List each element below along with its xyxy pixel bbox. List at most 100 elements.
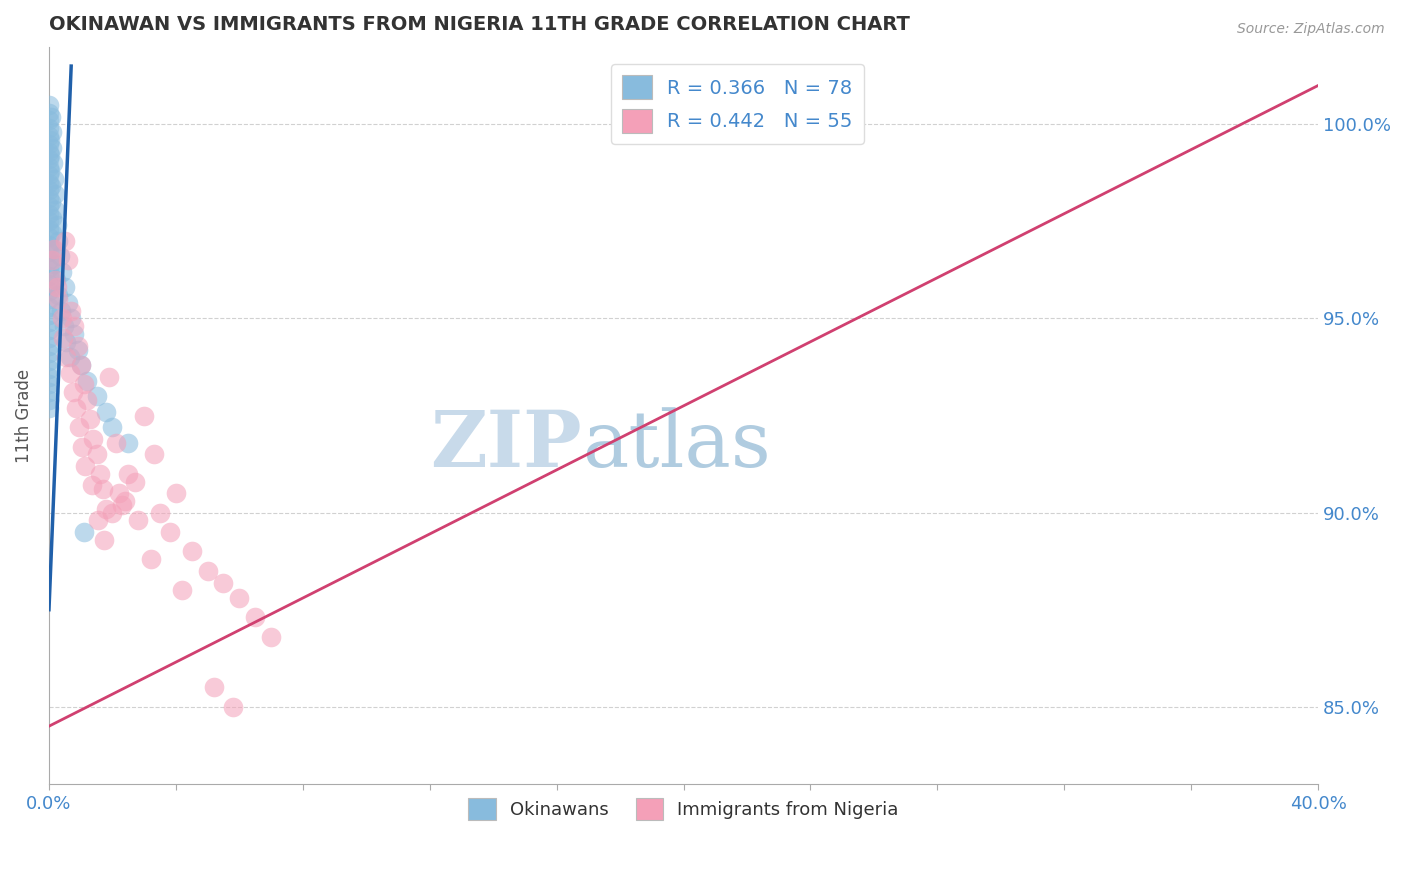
- Point: [38, 98, 60, 112]
- Point: [76, 392, 98, 407]
- Point: [38, 113, 60, 128]
- Point: [41, 125, 63, 139]
- Point: [38, 214, 60, 228]
- Point: [260, 630, 283, 644]
- Point: [212, 575, 235, 590]
- Point: [45, 219, 67, 233]
- Point: [56, 253, 79, 268]
- Point: [39, 148, 62, 162]
- Text: ZIP: ZIP: [430, 407, 582, 483]
- Point: [159, 524, 181, 539]
- Point: [149, 506, 172, 520]
- Point: [38, 206, 60, 220]
- Point: [107, 486, 129, 500]
- Point: [38, 285, 60, 299]
- Point: [38, 315, 60, 329]
- Point: [73, 524, 96, 539]
- Point: [87, 513, 110, 527]
- Point: [222, 699, 245, 714]
- Point: [45, 280, 67, 294]
- Point: [38, 308, 60, 322]
- Point: [124, 475, 146, 489]
- Point: [38, 245, 60, 260]
- Point: [38, 323, 60, 337]
- Point: [55, 351, 77, 365]
- Point: [38, 401, 60, 415]
- Point: [38, 153, 60, 167]
- Point: [51, 311, 73, 326]
- Point: [66, 339, 89, 353]
- Point: [38, 222, 60, 236]
- Point: [38, 253, 60, 268]
- Point: [38, 136, 60, 151]
- Point: [38, 331, 60, 345]
- Point: [139, 552, 162, 566]
- Point: [117, 435, 139, 450]
- Point: [60, 311, 83, 326]
- Point: [46, 288, 69, 302]
- Point: [38, 260, 60, 275]
- Point: [38, 230, 60, 244]
- Point: [94, 405, 117, 419]
- Point: [79, 412, 101, 426]
- Point: [52, 331, 75, 345]
- Point: [38, 354, 60, 368]
- Point: [76, 374, 98, 388]
- Point: [75, 458, 97, 473]
- Point: [101, 506, 124, 520]
- Point: [38, 168, 60, 182]
- Point: [86, 447, 108, 461]
- Point: [38, 277, 60, 291]
- Point: [38, 191, 60, 205]
- Point: [117, 467, 139, 481]
- Point: [38, 392, 60, 407]
- Point: [44, 187, 66, 202]
- Point: [42, 257, 65, 271]
- Point: [228, 591, 250, 605]
- Point: [67, 420, 90, 434]
- Point: [38, 300, 60, 314]
- Point: [38, 160, 60, 174]
- Point: [45, 273, 67, 287]
- Point: [58, 366, 80, 380]
- Point: [69, 358, 91, 372]
- Point: [38, 128, 60, 143]
- Point: [38, 176, 60, 190]
- Point: [38, 145, 60, 159]
- Point: [98, 369, 121, 384]
- Point: [42, 242, 65, 256]
- Point: [80, 478, 103, 492]
- Point: [38, 237, 60, 252]
- Point: [41, 211, 63, 225]
- Point: [142, 447, 165, 461]
- Point: [58, 351, 80, 365]
- Text: Source: ZipAtlas.com: Source: ZipAtlas.com: [1237, 22, 1385, 37]
- Point: [39, 179, 62, 194]
- Point: [172, 583, 194, 598]
- Point: [114, 494, 136, 508]
- Point: [39, 164, 62, 178]
- Point: [39, 110, 62, 124]
- Point: [72, 440, 94, 454]
- Point: [48, 234, 70, 248]
- Point: [86, 389, 108, 403]
- Point: [69, 358, 91, 372]
- Point: [38, 369, 60, 384]
- Point: [42, 171, 65, 186]
- Point: [38, 268, 60, 283]
- Point: [38, 183, 60, 197]
- Point: [56, 296, 79, 310]
- Point: [104, 435, 127, 450]
- Text: OKINAWAN VS IMMIGRANTS FROM NIGERIA 11TH GRADE CORRELATION CHART: OKINAWAN VS IMMIGRANTS FROM NIGERIA 11TH…: [49, 15, 910, 34]
- Text: atlas: atlas: [582, 407, 770, 483]
- Point: [38, 385, 60, 400]
- Point: [44, 202, 66, 217]
- Point: [38, 362, 60, 376]
- Point: [38, 199, 60, 213]
- Point: [94, 501, 117, 516]
- Point: [44, 273, 66, 287]
- Point: [41, 253, 63, 268]
- Point: [55, 334, 77, 349]
- Point: [91, 483, 114, 497]
- Legend: Okinawans, Immigrants from Nigeria: Okinawans, Immigrants from Nigeria: [461, 790, 905, 827]
